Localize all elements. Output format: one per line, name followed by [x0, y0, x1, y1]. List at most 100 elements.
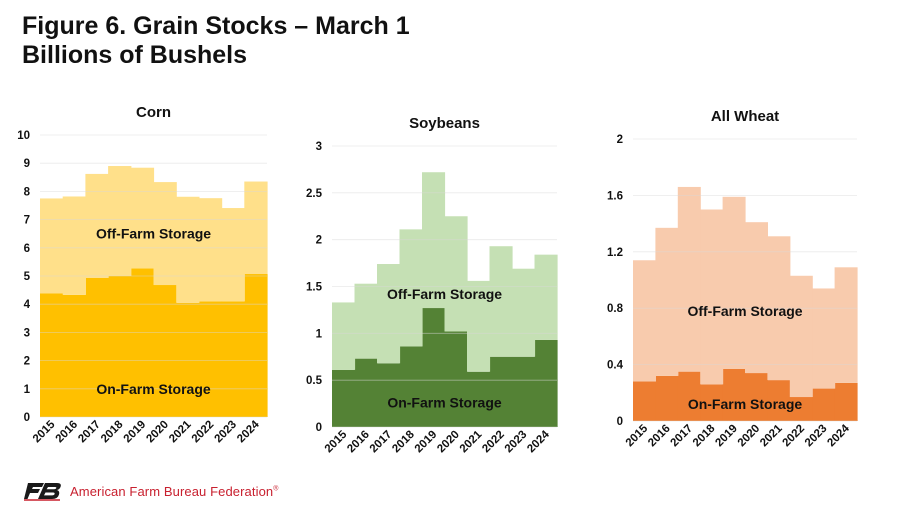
corn-off-farm-storage-2017: [85, 173, 109, 278]
corn-x-tick-label: 2016: [54, 419, 81, 446]
soybeans-off-farm-storage-2024: [534, 254, 558, 340]
soybeans-series-label: On-Farm Storage: [387, 395, 502, 411]
all-wheat-chart-title: All Wheat: [711, 108, 779, 125]
all-wheat-off-farm-storage-2016: [655, 227, 679, 376]
corn-on-farm-storage-2018: [108, 276, 132, 417]
corn-x-tick-label: 2020: [144, 419, 171, 446]
soybeans-off-farm-storage-2018: [399, 229, 423, 347]
soybeans-on-farm-storage-2020: [444, 331, 468, 427]
all-wheat-x-tick-label: 2023: [803, 423, 830, 450]
corn-on-farm-storage-2020: [153, 285, 177, 417]
soybeans-y-tick-label: 1: [316, 328, 323, 340]
all-wheat-off-farm-storage-2019: [722, 196, 746, 369]
corn-on-farm-storage-2021: [176, 302, 200, 417]
corn-off-farm-storage-2018: [108, 166, 132, 276]
corn-y-tick-label: 8: [24, 186, 31, 198]
soybeans-x-tick-label: 2018: [390, 428, 417, 455]
all-wheat-on-farm-storage-2020: [745, 373, 768, 421]
all-wheat-on-farm-storage-2018: [700, 384, 724, 421]
all-wheat-on-farm-storage-2015: [633, 381, 656, 421]
all-wheat-series-label: Off-Farm Storage: [687, 303, 802, 319]
figure-title: Figure 6. Grain Stocks – March 1 Billion…: [22, 12, 410, 70]
soybeans-on-farm-storage-2024: [534, 339, 558, 427]
corn-on-farm-storage-2022: [198, 301, 223, 417]
corn-y-tick-label: 9: [24, 158, 30, 170]
soybeans-x-tick-label: 2022: [480, 429, 507, 456]
soybeans-x-tick-label: 2020: [435, 429, 462, 456]
soybeans-on-farm-storage-2019: [422, 308, 446, 427]
footer: American Farm Bureau Federation®: [24, 479, 279, 503]
soybeans-x-tick-label: 2019: [413, 429, 440, 456]
all-wheat-x-tick-label: 2017: [669, 423, 696, 450]
soybeans-x-tick-label: 2021: [458, 428, 485, 455]
soybeans-y-tick-label: 2: [316, 235, 322, 247]
all-wheat-y-tick-label: 1.6: [607, 190, 623, 202]
soybeans-on-farm-storage-2023: [512, 356, 536, 427]
soybeans-y-tick-label: 0: [316, 422, 322, 434]
corn-off-farm-storage-2016: [62, 196, 86, 295]
all-wheat-x-tick-label: 2015: [624, 422, 651, 449]
soybeans-off-farm-storage-2023: [512, 268, 536, 357]
corn-x-tick-label: 2021: [167, 418, 194, 445]
soybeans-x-tick-label: 2016: [345, 429, 372, 456]
figure-subtitle-units: Billions of Bushels: [22, 41, 248, 69]
all-wheat-series-label: On-Farm Storage: [688, 396, 803, 412]
corn-y-tick-label: 4: [24, 299, 31, 311]
corn-x-tick-label: 2022: [190, 419, 217, 446]
all-wheat-off-farm-storage-2018: [700, 209, 724, 385]
corn-y-tick-label: 0: [24, 412, 30, 424]
all-wheat-y-tick-label: 2: [617, 134, 623, 146]
all-wheat-x-tick-label: 2019: [713, 423, 740, 450]
corn-x-tick-label: 2015: [31, 418, 58, 445]
soybeans-on-farm-storage-2021: [467, 371, 491, 427]
farm-bureau-logo-icon: [24, 483, 61, 501]
all-wheat-on-farm-storage-2023: [812, 388, 836, 421]
corn-x-tick-label: 2023: [212, 419, 239, 446]
corn-y-tick-label: 6: [24, 243, 30, 255]
soybeans-off-farm-storage-2015: [332, 302, 356, 370]
corn-chart-title: Corn: [136, 104, 171, 121]
soybeans-y-tick-label: 0.5: [306, 375, 323, 387]
corn-off-farm-storage-2024: [244, 181, 268, 275]
soybeans-x-tick-label: 2024: [525, 428, 552, 455]
all-wheat-on-farm-storage-2016: [655, 375, 679, 421]
all-wheat-on-farm-storage-2019: [722, 368, 746, 421]
soybeans-y-tick-label: 2.5: [306, 188, 323, 200]
corn-x-tick-label: 2017: [76, 419, 103, 446]
all-wheat-x-tick-label: 2021: [758, 422, 785, 449]
corn-series-label: On-Farm Storage: [96, 381, 211, 397]
soybeans-off-farm-storage-2020: [444, 216, 468, 332]
corn-on-farm-storage-2023: [221, 301, 245, 417]
corn-on-farm-storage-2016: [62, 294, 86, 417]
soybeans-chart-title: Soybeans: [409, 115, 480, 132]
all-wheat-y-tick-label: 0.4: [607, 360, 624, 372]
soybeans-off-farm-storage-2021: [467, 280, 491, 372]
corn-y-tick-label: 3: [24, 327, 30, 339]
corn-off-farm-storage-2019: [130, 167, 155, 269]
all-wheat-x-tick-label: 2020: [736, 423, 763, 450]
all-wheat-on-farm-storage-2017: [677, 371, 701, 421]
corn-off-farm-storage-2021: [176, 196, 200, 303]
corn-y-tick-label: 10: [17, 130, 30, 142]
corn-on-farm-storage-2019: [130, 268, 155, 417]
all-wheat-off-farm-storage-2022: [789, 275, 813, 398]
soybeans-x-tick-label: 2023: [503, 429, 530, 456]
corn-y-tick-label: 2: [24, 356, 30, 368]
all-wheat-off-farm-storage-2023: [812, 288, 836, 389]
all-wheat-x-tick-label: 2016: [646, 423, 673, 450]
soybeans-y-tick-label: 3: [316, 141, 322, 153]
corn-on-farm-storage-2015: [40, 293, 64, 417]
organization-name: American Farm Bureau Federation®: [70, 484, 279, 499]
corn-y-tick-label: 5: [24, 271, 31, 283]
corn-on-farm-storage-2024: [244, 274, 268, 417]
corn-off-farm-storage-2023: [221, 208, 245, 302]
all-wheat-y-tick-label: 1.2: [607, 247, 623, 259]
soybeans-off-farm-storage-2019: [422, 172, 446, 309]
all-wheat-off-farm-storage-2015: [633, 260, 656, 382]
all-wheat-off-farm-storage-2017: [677, 186, 701, 372]
soybeans-on-farm-storage-2015: [332, 369, 356, 427]
corn-y-tick-label: 1: [24, 384, 31, 396]
all-wheat-on-farm-storage-2024: [834, 382, 858, 421]
all-wheat-on-farm-storage-2021: [767, 380, 791, 421]
all-wheat-on-farm-storage-2022: [789, 397, 813, 421]
